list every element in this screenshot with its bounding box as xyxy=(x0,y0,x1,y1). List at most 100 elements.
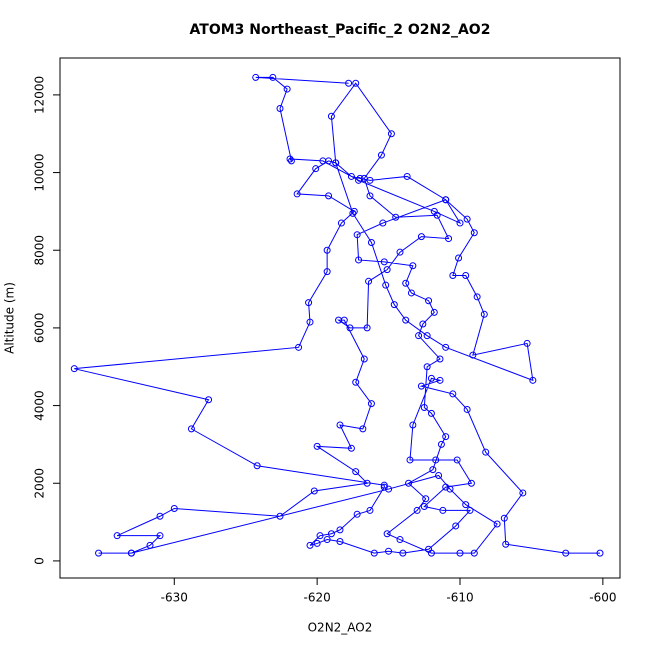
data-point xyxy=(436,355,444,363)
data-point xyxy=(295,343,303,351)
data-point xyxy=(353,231,361,239)
data-point xyxy=(469,351,477,359)
data-point xyxy=(405,479,413,487)
data-point xyxy=(355,256,363,264)
data-point xyxy=(355,176,363,184)
data-point xyxy=(529,376,537,384)
data-point xyxy=(323,536,331,544)
data-point xyxy=(417,233,425,241)
data-point xyxy=(467,479,475,487)
data-point xyxy=(350,207,358,215)
y-tick-label: 2000 xyxy=(33,468,47,499)
data-point xyxy=(430,207,438,215)
data-point xyxy=(502,540,510,548)
y-tick-label: 0 xyxy=(33,557,47,565)
data-point xyxy=(442,433,450,441)
data-point xyxy=(383,266,391,274)
data-point xyxy=(385,485,393,493)
data-point xyxy=(596,549,604,557)
data-point xyxy=(423,363,431,371)
data-point xyxy=(252,73,260,81)
data-point xyxy=(427,374,435,382)
data-point xyxy=(420,404,428,412)
data-point xyxy=(463,405,471,413)
data-point xyxy=(276,512,284,520)
data-point xyxy=(336,537,344,545)
data-point xyxy=(452,522,460,530)
data-point xyxy=(156,512,164,520)
data-point xyxy=(470,549,478,557)
x-tick-label: -600 xyxy=(589,591,616,605)
data-point xyxy=(439,506,447,514)
data-point xyxy=(423,332,431,340)
data-point xyxy=(419,320,427,328)
data-point xyxy=(420,503,428,511)
data-point xyxy=(347,444,355,452)
data-point xyxy=(276,104,284,112)
data-point xyxy=(390,301,398,309)
data-point xyxy=(456,219,464,227)
data-point xyxy=(427,409,435,417)
data-point xyxy=(366,192,374,200)
data-point xyxy=(409,421,417,429)
data-point xyxy=(445,235,453,243)
data-point xyxy=(500,514,508,522)
data-point xyxy=(356,174,364,182)
data-point xyxy=(70,365,78,373)
data-point xyxy=(253,462,261,470)
data-point xyxy=(382,281,390,289)
data-point xyxy=(396,248,404,256)
data-point xyxy=(456,549,464,557)
data-point xyxy=(352,378,360,386)
data-point xyxy=(379,219,387,227)
data-point xyxy=(363,324,371,332)
data-point xyxy=(470,229,478,237)
data-point xyxy=(287,157,295,165)
data-point xyxy=(352,79,360,87)
data-point xyxy=(306,541,314,549)
data-point xyxy=(340,316,348,324)
data-point xyxy=(380,258,388,266)
data-point xyxy=(113,532,121,540)
data-point xyxy=(480,310,488,318)
chart-title: ATOM3 Northeast_Pacific_2 O2N2_AO2 xyxy=(190,22,491,38)
data-point xyxy=(383,530,391,538)
data-point xyxy=(349,209,357,217)
data-point xyxy=(385,547,393,555)
data-point xyxy=(345,79,353,87)
x-axis-label: O2N2_AO2 xyxy=(308,621,373,635)
data-point xyxy=(446,485,454,493)
plot-frame xyxy=(59,57,621,579)
data-point xyxy=(523,339,531,347)
data-point xyxy=(310,487,318,495)
data-point xyxy=(407,289,415,297)
data-point xyxy=(449,271,457,279)
data-point xyxy=(336,421,344,429)
data-point xyxy=(337,219,345,227)
data-point xyxy=(366,506,374,514)
data-point xyxy=(187,425,195,433)
data-point xyxy=(402,279,410,287)
data-point xyxy=(453,456,461,464)
data-point xyxy=(325,192,333,200)
data-point xyxy=(323,268,331,276)
data-point xyxy=(365,277,373,285)
x-tick-label: -630 xyxy=(161,591,188,605)
y-axis-label: Altitude (m) xyxy=(3,282,17,354)
data-point xyxy=(380,481,388,489)
data-point xyxy=(170,504,178,512)
data-point xyxy=(323,246,331,254)
data-point xyxy=(392,213,400,221)
data-point xyxy=(269,73,277,81)
data-point xyxy=(95,549,103,557)
data-point xyxy=(436,376,444,384)
data-point xyxy=(413,506,421,514)
data-point xyxy=(156,532,164,540)
data-point xyxy=(370,549,378,557)
data-point xyxy=(367,400,375,408)
data-point xyxy=(442,483,450,491)
data-point xyxy=(293,190,301,198)
data-point xyxy=(417,382,425,390)
data-point xyxy=(402,316,410,324)
